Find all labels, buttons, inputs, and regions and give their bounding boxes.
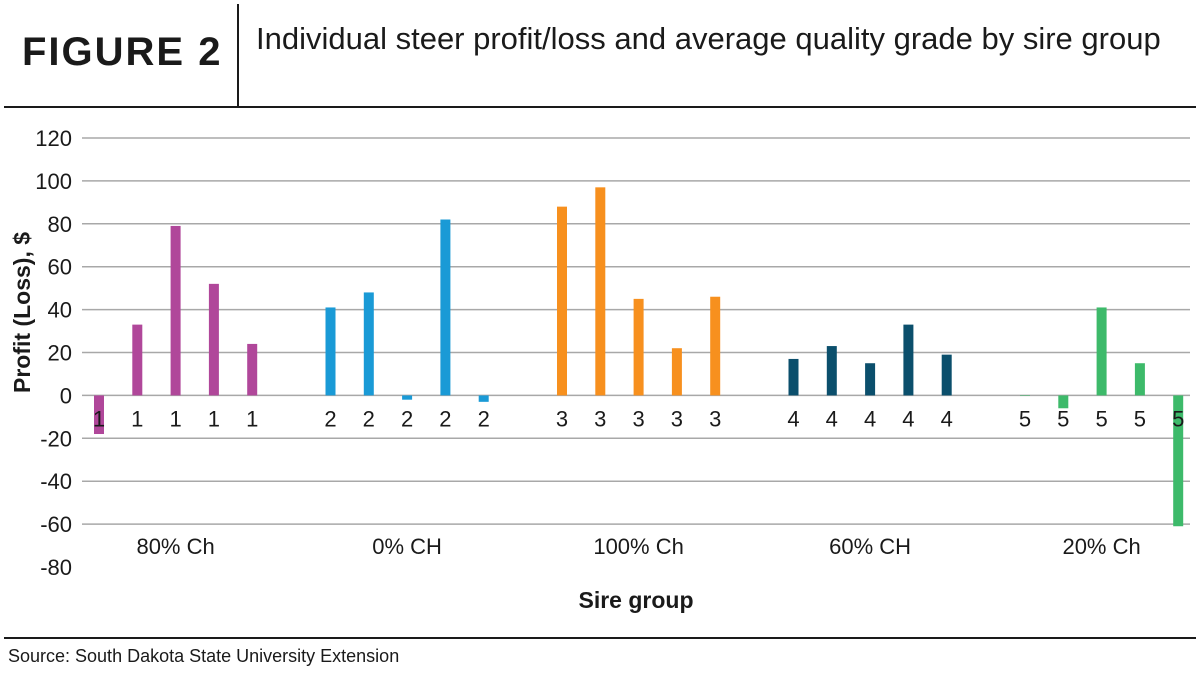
bar [633, 298, 644, 396]
bar-code-label: 1 [208, 406, 220, 431]
bar [595, 187, 606, 396]
bar [903, 324, 914, 396]
bar [247, 343, 258, 396]
y-tick-label: 40 [48, 298, 72, 323]
bar-code-label: 3 [632, 406, 644, 431]
bar-code-label: 1 [246, 406, 258, 431]
bar [710, 296, 721, 396]
bar [325, 307, 336, 396]
bar-code-label: 1 [131, 406, 143, 431]
bar-code-label: 4 [864, 406, 876, 431]
bar [1173, 395, 1184, 527]
bar [170, 225, 181, 396]
bar [132, 324, 143, 396]
bar [402, 395, 413, 400]
bar [826, 346, 837, 396]
bar [941, 354, 952, 396]
header-rule [4, 106, 1196, 108]
group-label: 80% Ch [136, 534, 214, 559]
bar [788, 358, 799, 396]
footer-rule [4, 637, 1196, 639]
y-axis-title: Profit (Loss), $ [9, 232, 35, 393]
bar-code-label: 4 [826, 406, 838, 431]
header-divider [237, 4, 239, 106]
y-tick-label: -20 [40, 426, 72, 451]
bar [208, 283, 219, 396]
y-tick-label: 100 [35, 169, 72, 194]
bar-code-label: 3 [594, 406, 606, 431]
bar-code-label: 5 [1057, 406, 1069, 431]
figure-label: FIGURE 2 [22, 30, 223, 74]
y-tick-label: -80 [40, 555, 72, 580]
bar-code-label: 4 [941, 406, 953, 431]
bar-code-label: 5 [1172, 406, 1184, 431]
bar [1058, 395, 1069, 409]
bar-code-label: 2 [439, 406, 451, 431]
bar-code-label: 2 [324, 406, 336, 431]
bar-code-label: 2 [478, 406, 490, 431]
group-label: 0% CH [372, 534, 442, 559]
group-label: 20% Ch [1062, 534, 1140, 559]
y-tick-label: 120 [35, 126, 72, 151]
bar [671, 348, 682, 396]
bar [94, 395, 104, 435]
y-tick-label: 60 [48, 255, 72, 280]
bar-code-label: 5 [1019, 406, 1031, 431]
bar [865, 363, 876, 396]
group-label: 100% Ch [593, 534, 684, 559]
y-tick-label: 0 [60, 383, 72, 408]
y-tick-label: 80 [48, 212, 72, 237]
bar-code-label: 5 [1095, 406, 1107, 431]
bar [1134, 363, 1145, 396]
bar-code-label: 3 [556, 406, 568, 431]
bar [440, 219, 451, 396]
bar-code-label: 1 [93, 406, 105, 431]
bar [1096, 307, 1107, 396]
bar-code-label: 2 [401, 406, 413, 431]
bar-code-label: 3 [671, 406, 683, 431]
y-tick-label: 20 [48, 341, 72, 366]
group-label: 60% CH [829, 534, 911, 559]
bar-chart: 120 100 80 60 40 20 0 -20 -40 -60 -80 Profit (Loss)… [9, 126, 1190, 613]
figure-header: FIGURE 2 Individual steer profit/loss an… [0, 0, 1200, 108]
source-note: Source: South Dakota State University Ex… [8, 646, 400, 666]
bar-code-label: 5 [1134, 406, 1146, 431]
bar [478, 395, 489, 402]
chart-title: Individual steer profit/loss and average… [256, 21, 1161, 56]
bar-code-label: 2 [363, 406, 375, 431]
y-tick-label: -40 [40, 469, 72, 494]
y-tick-label: -60 [40, 512, 72, 537]
bar [557, 206, 567, 396]
bar-code-label: 4 [902, 406, 914, 431]
bar [363, 292, 374, 396]
x-axis-title: Sire group [578, 587, 693, 613]
bar [1020, 395, 1030, 396]
bar-code-label: 4 [787, 406, 799, 431]
bar-code-label: 3 [709, 406, 721, 431]
bar-code-label: 1 [169, 406, 181, 431]
